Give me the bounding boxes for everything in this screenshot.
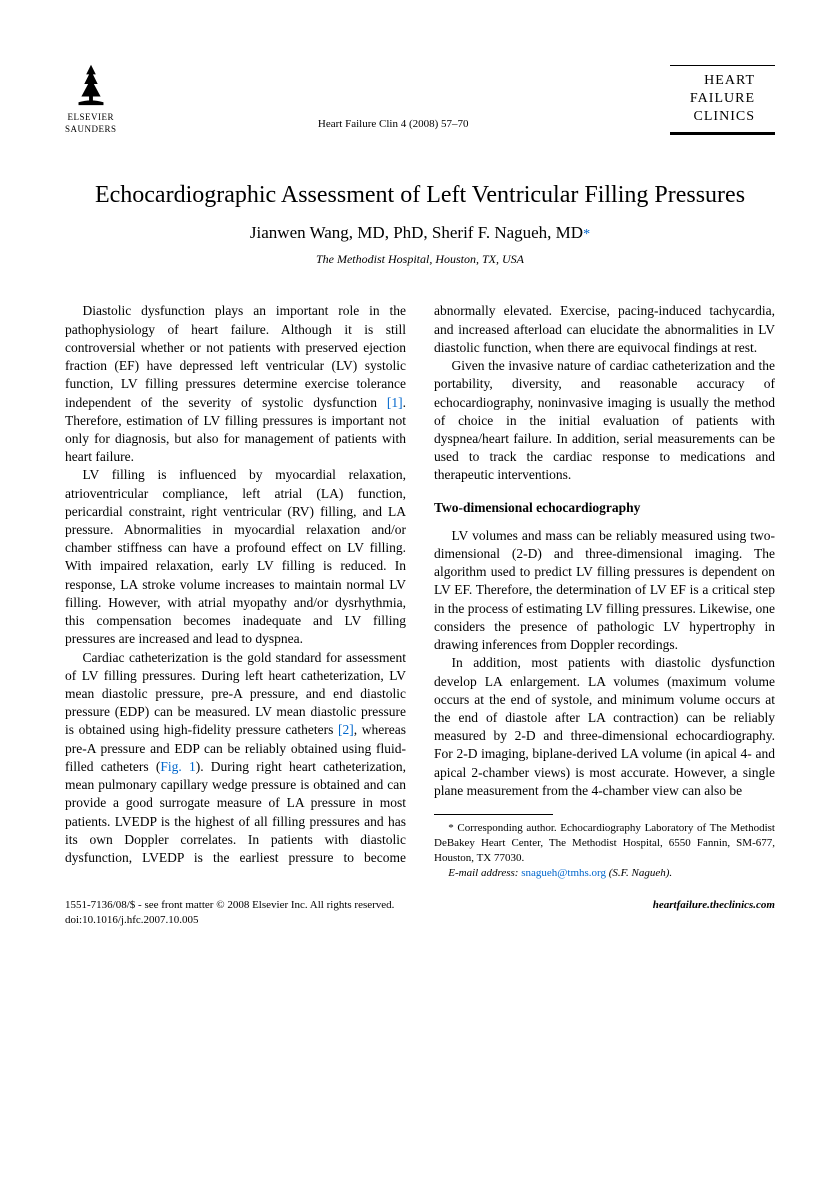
- paragraph-1: Diastolic dysfunction plays an important…: [65, 302, 406, 466]
- affiliation: The Methodist Hospital, Houston, TX, USA: [65, 251, 775, 267]
- page-footer: 1551-7136/08/$ - see front matter © 2008…: [65, 898, 775, 928]
- publisher-line2: SAUNDERS: [65, 123, 117, 135]
- paragraph-5: LV volumes and mass can be reliably meas…: [434, 527, 775, 655]
- authors-names: Jianwen Wang, MD, PhD, Sherif F. Nagueh,…: [250, 223, 583, 242]
- email-label: E-mail address:: [448, 867, 518, 879]
- email-footnote: E-mail address: snagueh@tmhs.org (S.F. N…: [434, 866, 775, 881]
- authors-line: Jianwen Wang, MD, PhD, Sherif F. Nagueh,…: [65, 222, 775, 245]
- page-header: ELSEVIER SAUNDERS Heart Failure Clin 4 (…: [65, 60, 775, 135]
- citation-1[interactable]: [1]: [387, 395, 403, 410]
- journal-logo-line3: CLINICS: [690, 108, 755, 126]
- copyright-line: 1551-7136/08/$ - see front matter © 2008…: [65, 898, 394, 913]
- journal-reference: Heart Failure Clin 4 (2008) 57–70: [318, 117, 469, 132]
- paragraph-4: Given the invasive nature of cardiac cat…: [434, 357, 775, 485]
- elsevier-tree-icon: [67, 60, 115, 108]
- publisher-line1: ELSEVIER: [65, 111, 117, 123]
- doi-line: doi:10.1016/j.hfc.2007.10.005: [65, 913, 394, 928]
- corresponding-footnote: * Corresponding author. Echocardiography…: [434, 821, 775, 866]
- journal-logo: HEART FAILURE CLINICS: [670, 65, 775, 136]
- elsevier-logo: ELSEVIER SAUNDERS: [65, 60, 117, 135]
- publisher-name: ELSEVIER SAUNDERS: [65, 111, 117, 135]
- email-tail: (S.F. Nagueh).: [606, 867, 672, 879]
- email-address[interactable]: snagueh@tmhs.org: [521, 867, 606, 879]
- footer-right-url[interactable]: heartfailure.theclinics.com: [653, 898, 775, 928]
- figure-ref-1[interactable]: Fig. 1: [160, 759, 195, 774]
- paragraph-6: In addition, most patients with diastoli…: [434, 654, 775, 800]
- body-columns: Diastolic dysfunction plays an important…: [65, 302, 775, 880]
- footer-left: 1551-7136/08/$ - see front matter © 2008…: [65, 898, 394, 928]
- citation-2[interactable]: [2]: [338, 722, 354, 737]
- publisher-block: ELSEVIER SAUNDERS: [65, 60, 117, 135]
- corresponding-mark: *: [583, 227, 590, 242]
- footnote-separator: [434, 814, 553, 815]
- footnote-block: * Corresponding author. Echocardiography…: [434, 814, 775, 880]
- section-heading-2d-echo: Two-dimensional echocardiography: [434, 499, 775, 517]
- article-title: Echocardiographic Assessment of Left Ven…: [65, 180, 775, 210]
- journal-logo-line2: FAILURE: [690, 90, 755, 108]
- paragraph-2: LV filling is influenced by myocardial r…: [65, 466, 406, 648]
- journal-logo-line1: HEART: [690, 72, 755, 90]
